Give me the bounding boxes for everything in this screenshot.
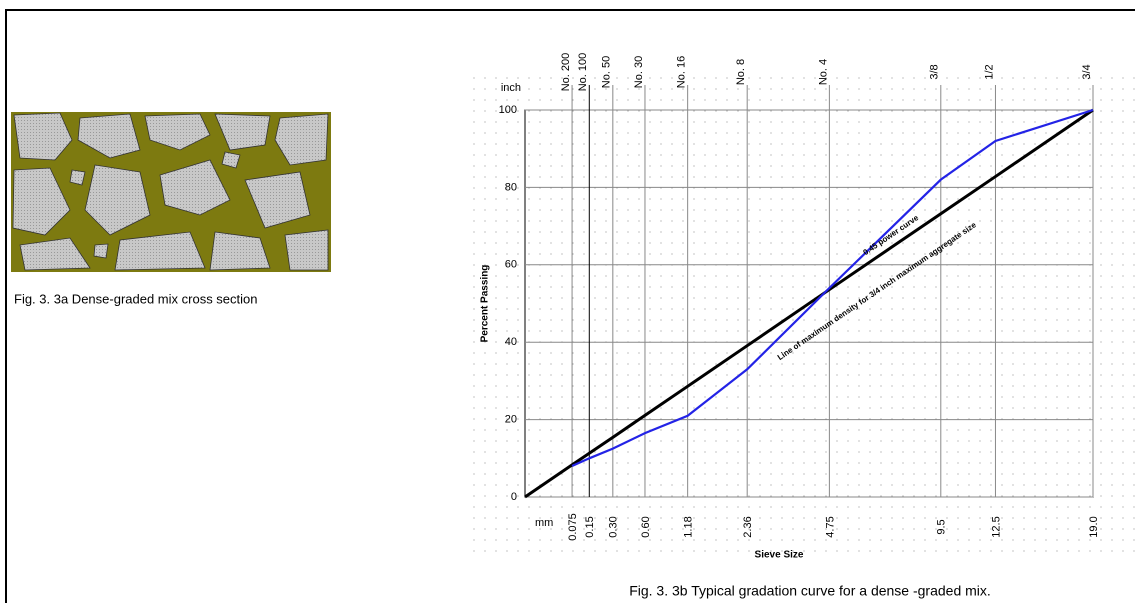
- top-tick-label: 3/8: [929, 64, 941, 79]
- top-unit-label: inch: [501, 82, 521, 94]
- top-tick-label: No. 30: [633, 56, 645, 88]
- x-tick-label: 12.5: [990, 516, 1002, 537]
- top-tick-label: No. 50: [601, 56, 613, 88]
- top-tick-label: No. 100: [577, 53, 589, 92]
- y-tick-label: 80: [505, 181, 517, 193]
- top-tick-label: No. 4: [817, 59, 829, 85]
- x-tick-label: 0.30: [608, 516, 620, 537]
- y-tick-label: 100: [499, 104, 517, 116]
- left-caption: Fig. 3. 3a Dense-graded mix cross sectio…: [14, 291, 258, 306]
- y-tick-label: 60: [505, 259, 517, 271]
- top-tick-label: No. 8: [735, 59, 747, 85]
- x-tick-label: 19.0: [1088, 516, 1100, 537]
- x-unit-label: mm: [535, 517, 553, 529]
- y-tick-label: 40: [505, 336, 517, 348]
- page: Fig. 3. 3a Dense-graded mix cross sectio…: [0, 0, 1135, 603]
- x-tick-label: 0.60: [640, 516, 652, 537]
- y-axis-label: Percent Passing: [480, 265, 491, 343]
- chart-caption: Fig. 3. 3b Typical gradation curve for a…: [629, 583, 991, 599]
- y-tick-label: 20: [505, 414, 517, 426]
- x-tick-label: 4.75: [824, 516, 836, 537]
- x-axis-label: Sieve Size: [755, 550, 804, 561]
- top-tick-label: No. 200: [560, 53, 572, 92]
- x-tick-label: 0.075: [567, 513, 579, 541]
- y-tick-label: 0: [511, 491, 517, 503]
- x-tick-label: 2.36: [742, 516, 754, 537]
- figure: Fig. 3. 3a Dense-graded mix cross sectio…: [0, 0, 1135, 603]
- x-tick-label: 1.18: [683, 516, 695, 537]
- x-tick-label: 0.15: [584, 516, 596, 537]
- cross-section: [11, 112, 331, 272]
- top-tick-label: No. 16: [676, 56, 688, 88]
- top-tick-label: 3/4: [1081, 64, 1093, 79]
- top-tick-label: 1/2: [983, 64, 995, 79]
- x-tick-label: 9.5: [936, 519, 948, 534]
